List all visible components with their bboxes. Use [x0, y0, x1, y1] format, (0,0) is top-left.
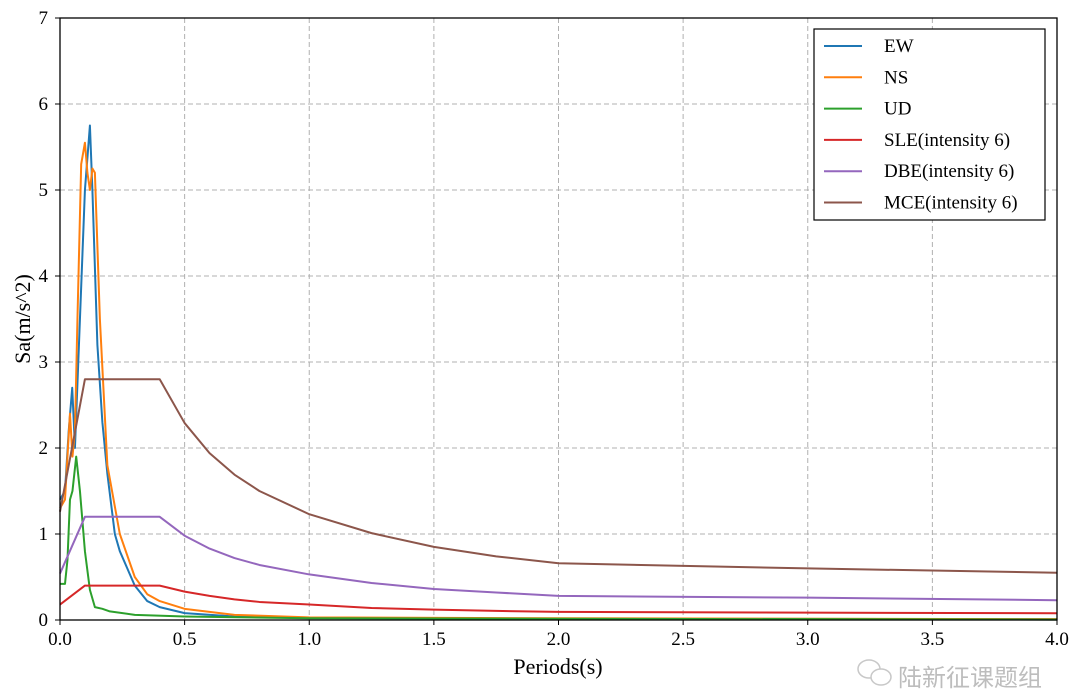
axis-ticks: 0.0 0.5 1.0 1.5 2.0 2.5 3.0 3.5 4.0 0 1 2 3 4 5 6 7 [39, 8, 1069, 650]
x-tick-label: 1.0 [297, 629, 321, 650]
x-tick-label: 3.0 [796, 629, 820, 650]
series-line-ew [59, 124, 1058, 621]
series-line-ud [60, 455, 1058, 621]
y-tick-label: 5 [39, 180, 49, 201]
legend-label-mce-intensity-6: MCE(intensity 6) [884, 193, 1018, 214]
y-tick-label: 7 [39, 8, 49, 29]
legend-label-ns: NS [884, 67, 908, 88]
y-tick-label: 4 [39, 266, 49, 287]
watermark-text: 陆新征课题组 [898, 664, 1042, 691]
series-line-sle-intensity-6 [59, 584, 1058, 615]
y-axis-label: Sa(m/s^2) [10, 274, 35, 364]
x-tick-label: 0.0 [48, 629, 72, 650]
x-tick-label: 0.5 [173, 629, 197, 650]
legend-label-ud: UD [884, 99, 911, 120]
y-tick-label: 3 [39, 352, 49, 373]
y-tick-label: 2 [39, 438, 49, 459]
wechat-icon [857, 659, 892, 686]
x-axis-label: Periods(s) [513, 654, 602, 679]
series-line-dbe-intensity-6 [59, 515, 1058, 602]
legend: EW NS UD SLE(intensity 6) DBE(intensity 6) MC… [813, 28, 1046, 221]
legend-box [813, 28, 1046, 221]
x-tick-label: 3.5 [921, 629, 945, 650]
legend-label-dbe-intensity-6: DBE(intensity 6) [884, 161, 1014, 182]
grid [60, 18, 1057, 620]
x-tick-label: 1.5 [422, 629, 446, 650]
watermark: 陆新征课题组 [857, 659, 1042, 691]
y-tick-label: 0 [39, 610, 49, 631]
legend-label-sle-intensity-6: SLE(intensity 6) [884, 130, 1010, 151]
x-tick-label: 2.0 [547, 629, 571, 650]
y-tick-label: 6 [39, 94, 49, 115]
y-tick-label: 1 [39, 524, 49, 545]
series-line-mce-intensity-6 [59, 378, 1058, 574]
series-lines [59, 124, 1058, 621]
x-tick-label: 2.5 [671, 629, 695, 650]
x-tick-label: 4.0 [1045, 629, 1069, 650]
legend-label-ew: EW [884, 36, 914, 57]
